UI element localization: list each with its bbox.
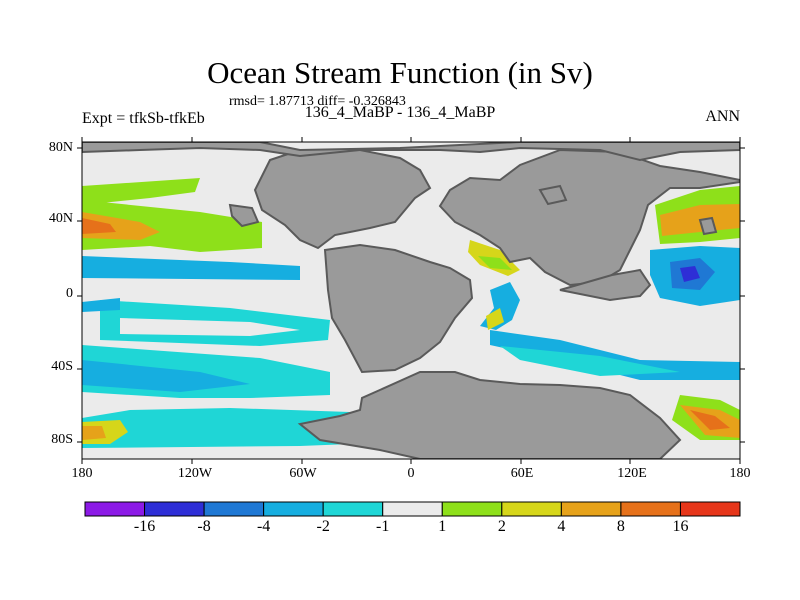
case-label: 136_4_MaBP - 136_4_MaBP — [304, 104, 496, 121]
contour-n-pacific-green — [82, 178, 200, 205]
colorbar-swatch-9 — [620, 501, 681, 517]
colorbar-label: -8 — [197, 518, 211, 535]
colorbar-label: -4 — [256, 518, 271, 535]
contour-southern-indian-blue — [490, 330, 740, 380]
colorbar-swatch-6 — [441, 501, 503, 517]
colorbar-label: -1 — [376, 518, 390, 535]
contour-n-pacific-dark-orange — [82, 218, 116, 234]
lon-tick-120e: 120E — [617, 466, 647, 481]
land-southeast-asia — [559, 268, 652, 302]
colorbar-label: 8 — [616, 518, 625, 535]
colorbar-swatch-7 — [501, 501, 562, 517]
colorbar-label: -16 — [133, 518, 156, 535]
land-arctic — [82, 142, 740, 162]
land-africa-south-america — [323, 243, 474, 374]
colorbar-swatch-3 — [263, 501, 324, 517]
colorbar-label: 4 — [557, 518, 566, 535]
contour-s-pacific-inner — [120, 318, 300, 336]
contour-w-edge-blue — [82, 298, 120, 312]
colorbar-label: 1 — [438, 518, 447, 535]
lat-tick-40n: 40N — [48, 211, 73, 226]
colorbar-label: 2 — [497, 518, 506, 535]
stats-label: rmsd= 1.87713 diff= -0.326843 — [229, 94, 406, 109]
lat-tick-80s: 80S — [51, 432, 73, 447]
contour-eq-pacific-blue — [82, 256, 300, 280]
chart-title: Ocean Stream Function (in Sv) — [207, 55, 593, 90]
colorbar-swatch-0 — [84, 501, 146, 517]
colorbar-swatch-10 — [679, 501, 741, 517]
land-eurasia — [438, 148, 740, 287]
land-island-asia — [538, 184, 568, 206]
land-north-america — [253, 149, 432, 250]
lon-tick-60w: 60W — [289, 466, 317, 481]
contour-indian-yellow-2 — [486, 308, 504, 330]
contour-w-pacific-darkest — [680, 266, 700, 282]
lon-tick-60e: 60E — [510, 466, 534, 481]
season-label: ANN — [705, 108, 740, 125]
colorbar-swatch-2 — [203, 501, 265, 517]
lon-tick-180w: 180 — [71, 466, 93, 481]
colorbar-swatch-1 — [144, 501, 205, 517]
lat-tick-40s: 40S — [51, 359, 73, 374]
contour-n-pacific-orange — [82, 212, 160, 240]
lon-tick-120w: 120W — [177, 466, 213, 481]
land-island-japan — [698, 216, 718, 236]
contour-southern-ocean-blue — [82, 360, 250, 392]
lat-tick-0: 0 — [66, 286, 73, 301]
land-antarctica — [297, 371, 682, 459]
contour-indian-green — [478, 256, 512, 270]
lat-tick-80n: 80N — [48, 140, 73, 155]
colorbar-label: -2 — [316, 518, 330, 535]
colorbar-swatch-5 — [382, 501, 443, 517]
colorbar-swatch-8 — [560, 501, 622, 517]
lon-tick-0: 0 — [407, 466, 415, 481]
colorbar-label: 16 — [672, 518, 689, 535]
contour-antarctic-orange — [82, 426, 106, 440]
contour-se-dark-orange — [690, 410, 730, 430]
contour-southern-indian-cyan — [500, 346, 680, 376]
colorbar-swatch-4 — [322, 501, 384, 517]
experiment-label: Expt = tfkSb-tfkEb — [82, 110, 205, 127]
lon-tick-180e: 180 — [729, 466, 751, 481]
land-island-pacific — [228, 203, 260, 228]
